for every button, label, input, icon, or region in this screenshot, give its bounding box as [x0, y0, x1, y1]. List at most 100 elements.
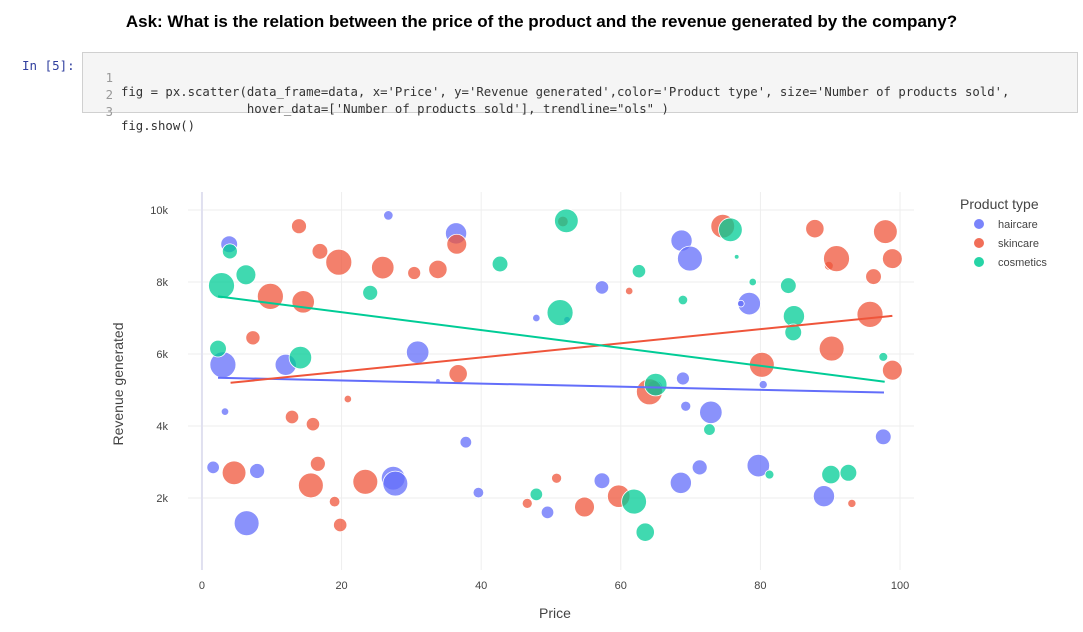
trendline-haircare — [217, 376, 885, 394]
y-axis-label: Revenue generated — [110, 323, 126, 446]
x-tick-label: 80 — [754, 580, 766, 592]
data-point-cosmetics — [780, 277, 797, 294]
code-editor[interactable]: 1 fig = px.scatter(data_frame=data, x='P… — [82, 52, 1078, 133]
data-point-skincare — [574, 496, 595, 518]
cell-prompt: In [5]: — [22, 58, 75, 73]
legend-label-cosmetics: cosmetics — [998, 257, 1047, 269]
data-point-skincare — [448, 364, 468, 384]
x-tick-label: 20 — [335, 580, 347, 592]
data-point-haircare — [676, 371, 690, 386]
data-point-haircare — [758, 380, 768, 390]
data-point-cosmetics — [878, 352, 889, 362]
data-point-cosmetics — [839, 464, 858, 482]
y-tick-label: 10k — [150, 205, 168, 217]
data-point-skincare — [325, 248, 353, 276]
data-point-haircare — [472, 486, 485, 499]
data-point-skincare — [284, 409, 300, 425]
data-point-cosmetics — [764, 469, 775, 480]
y-tick-label: 6k — [156, 349, 168, 361]
data-point-cosmetics — [631, 264, 647, 279]
data-point-skincare — [333, 517, 348, 533]
data-point-skincare — [805, 219, 825, 239]
data-point-cosmetics — [491, 255, 509, 273]
data-point-cosmetics — [784, 323, 803, 342]
data-point-skincare — [305, 417, 321, 432]
data-point-cosmetics — [635, 522, 655, 542]
data-point-cosmetics — [208, 272, 235, 300]
data-point-skincare — [245, 330, 261, 346]
legend-marker-skincare — [974, 238, 984, 248]
data-point-cosmetics — [821, 465, 841, 485]
data-point-cosmetics — [677, 294, 689, 306]
data-point-cosmetics — [221, 243, 238, 260]
data-point-haircare — [812, 485, 835, 508]
legend[interactable]: Product type haircare skincare cosmetics — [960, 196, 1047, 269]
data-point-haircare — [406, 340, 430, 364]
data-point-haircare — [220, 407, 230, 416]
data-point-haircare — [699, 400, 723, 424]
trendlines — [217, 295, 893, 394]
y-tick-labels: 2k 4k 6k 8k 10k — [150, 205, 168, 505]
data-point-cosmetics — [529, 487, 544, 502]
data-point-skincare — [256, 282, 284, 310]
data-point-skincare — [291, 290, 315, 314]
code-text: fig.show() — [121, 119, 196, 133]
y-tick-label: 8k — [156, 277, 168, 289]
legend-marker-cosmetics — [974, 257, 984, 267]
data-point-haircare — [691, 459, 708, 476]
code-line-2: 2 hover_data=['Number of products sold']… — [83, 74, 669, 116]
code-text: hover_data=['Number of products sold'], … — [121, 102, 669, 116]
x-tick-label: 100 — [891, 580, 909, 592]
data-point-skincare — [221, 460, 247, 486]
data-point-skincare — [865, 268, 882, 285]
data-point-haircare — [383, 210, 394, 221]
data-point-cosmetics — [235, 264, 257, 286]
data-point-cosmetics — [644, 372, 668, 397]
x-tick-label: 40 — [475, 580, 487, 592]
data-point-haircare — [669, 471, 692, 494]
data-point-skincare — [343, 394, 353, 404]
data-point-cosmetics — [748, 277, 757, 287]
data-point-skincare — [873, 219, 898, 244]
data-point-skincare — [446, 233, 468, 255]
x-tick-label: 60 — [615, 580, 627, 592]
data-point-haircare — [593, 472, 611, 489]
data-point-skincare — [521, 497, 533, 509]
data-point-skincare — [291, 218, 307, 235]
data-point-cosmetics — [782, 305, 805, 328]
data-point-haircare — [540, 505, 555, 520]
x-tick-label: 0 — [199, 580, 205, 592]
data-point-haircare — [680, 400, 692, 412]
data-point-haircare — [875, 428, 892, 446]
data-point-haircare — [382, 470, 409, 497]
data-point-haircare — [737, 299, 745, 308]
data-point-skincare — [311, 243, 329, 260]
data-point-skincare — [407, 266, 422, 280]
y-tick-label: 4k — [156, 421, 168, 433]
data-point-skincare — [818, 335, 845, 362]
legend-label-haircare: haircare — [998, 219, 1038, 231]
y-tick-label: 2k — [156, 493, 168, 505]
data-point-skincare — [371, 255, 395, 280]
line-number: 1 — [105, 71, 113, 85]
data-point-cosmetics — [546, 299, 574, 327]
data-points — [206, 208, 903, 542]
data-point-haircare — [233, 510, 260, 537]
code-line-3: 3 fig.show() — [83, 91, 195, 133]
data-point-skincare — [882, 248, 903, 269]
data-point-skincare — [847, 498, 857, 508]
data-point-cosmetics — [288, 345, 313, 370]
code-text: fig = px.scatter(data_frame=data, x='Pri… — [121, 85, 1010, 99]
legend-label-skincare: skincare — [998, 238, 1039, 250]
data-point-cosmetics — [621, 488, 647, 515]
data-point-haircare — [532, 313, 541, 323]
data-point-cosmetics — [554, 208, 579, 234]
data-point-skincare — [352, 468, 379, 495]
code-line-1: 1 fig = px.scatter(data_frame=data, x='P… — [83, 57, 1010, 99]
trendline-skincare — [230, 314, 893, 384]
data-point-haircare — [594, 280, 610, 295]
line-number: 2 — [105, 88, 113, 102]
x-axis-label: Price — [539, 605, 571, 621]
data-point-haircare — [746, 453, 770, 478]
